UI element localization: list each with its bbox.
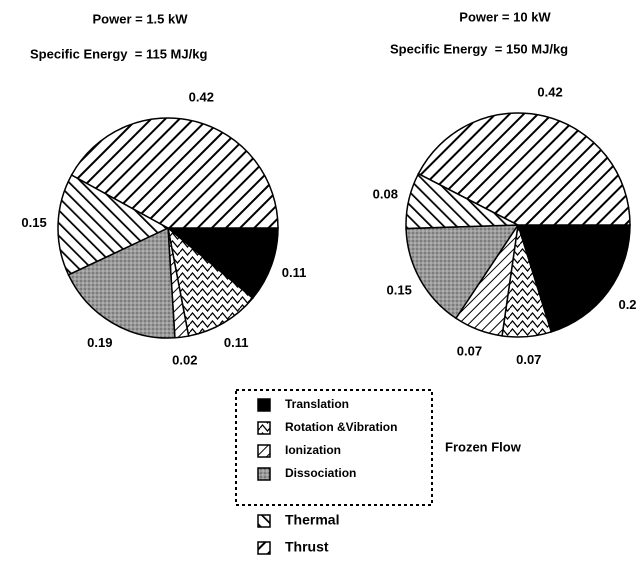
data-label: 0.15 <box>387 283 412 298</box>
legend-label: Dissociation <box>285 466 356 480</box>
legend-swatch <box>257 467 271 481</box>
legend-label: Translation <box>285 397 349 411</box>
pie-slice <box>166 226 254 337</box>
legend-label: Rotation &Vibration <box>285 420 397 434</box>
data-label: 0.07 <box>457 343 482 358</box>
legend-swatch <box>257 421 271 435</box>
data-label: 0.08 <box>373 186 398 201</box>
legend-label: Thrust <box>285 539 329 555</box>
pie-slice <box>165 227 279 300</box>
pie-slice <box>516 224 631 333</box>
data-label: 0.42 <box>189 90 214 105</box>
data-label: 0.07 <box>516 352 541 367</box>
data-label: 0.11 <box>282 265 307 280</box>
legend-swatch <box>257 541 271 555</box>
data-label: 0.19 <box>87 335 112 350</box>
chart-title: Power = 1.5 kW <box>92 11 188 26</box>
legend-swatch <box>257 444 271 458</box>
data-label: 0.02 <box>172 352 197 367</box>
data-label: 0.15 <box>21 215 46 230</box>
legend-label: Thermal <box>285 512 339 528</box>
chart-subtitle: Specific Energy = 115 MJ/kg <box>30 46 207 61</box>
pie-slice <box>405 224 520 320</box>
chart-subtitle: Specific Energy = 150 MJ/kg <box>390 41 568 56</box>
pie-slice <box>417 112 631 226</box>
chart-title: Power = 10 kW <box>459 9 551 24</box>
data-label: 0.2 <box>618 297 636 312</box>
data-label: 0.42 <box>537 84 562 99</box>
legend-group-label: Frozen Flow <box>445 439 522 454</box>
pie-slice <box>57 173 170 276</box>
pie-slice <box>70 117 279 229</box>
legend-swatch <box>257 398 271 412</box>
legend-group-box <box>235 389 433 506</box>
legend-label: Ionization <box>285 443 341 457</box>
data-label: 0.11 <box>224 335 249 350</box>
legend-swatch <box>257 514 271 528</box>
pie-slice <box>67 226 176 339</box>
